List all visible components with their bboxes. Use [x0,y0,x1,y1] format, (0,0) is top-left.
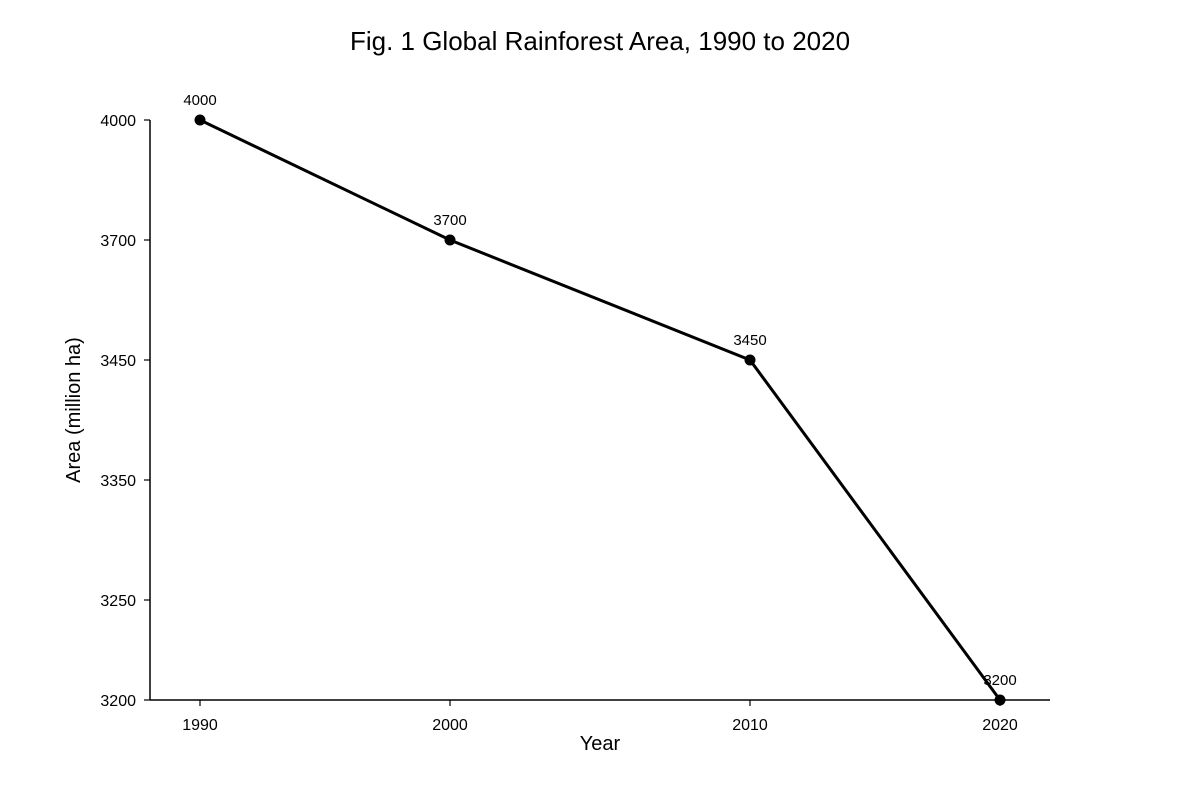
chart-title: Fig. 1 Global Rainforest Area, 1990 to 2… [350,26,850,56]
data-label: 4000 [183,92,216,109]
data-point [444,234,456,246]
data-point [994,694,1006,706]
y-tick-label: 3450 [100,353,136,370]
labels-layer: 4000 3700 3450 3200 [183,92,1016,689]
data-point [744,354,756,366]
y-axis-title: Area (million ha) [63,337,85,483]
x-tick-label: 2000 [432,717,468,734]
x-tick-label: 1990 [182,717,218,734]
series-line [199,118,1002,701]
axes [149,120,1050,701]
x-tick-label: 2020 [982,717,1018,734]
y-tick-label: 3700 [100,233,136,250]
series-layer [199,118,1002,701]
y-ticks: 3200 3250 3350 3450 3700 4000 [100,113,150,710]
x-ticks: 1990 2000 2010 2020 [182,700,1018,734]
x-axis-title: Year [580,733,621,755]
y-tick-label: 3250 [100,593,136,610]
y-tick-label: 3350 [100,473,136,490]
y-tick-label: 4000 [100,113,136,130]
data-point [194,114,206,126]
x-tick-label: 2010 [732,717,768,734]
points-layer [194,114,1006,706]
data-label: 3700 [433,212,466,229]
data-label: 3200 [983,672,1016,689]
y-tick-label: 3200 [100,693,136,710]
data-label: 3450 [733,332,766,349]
